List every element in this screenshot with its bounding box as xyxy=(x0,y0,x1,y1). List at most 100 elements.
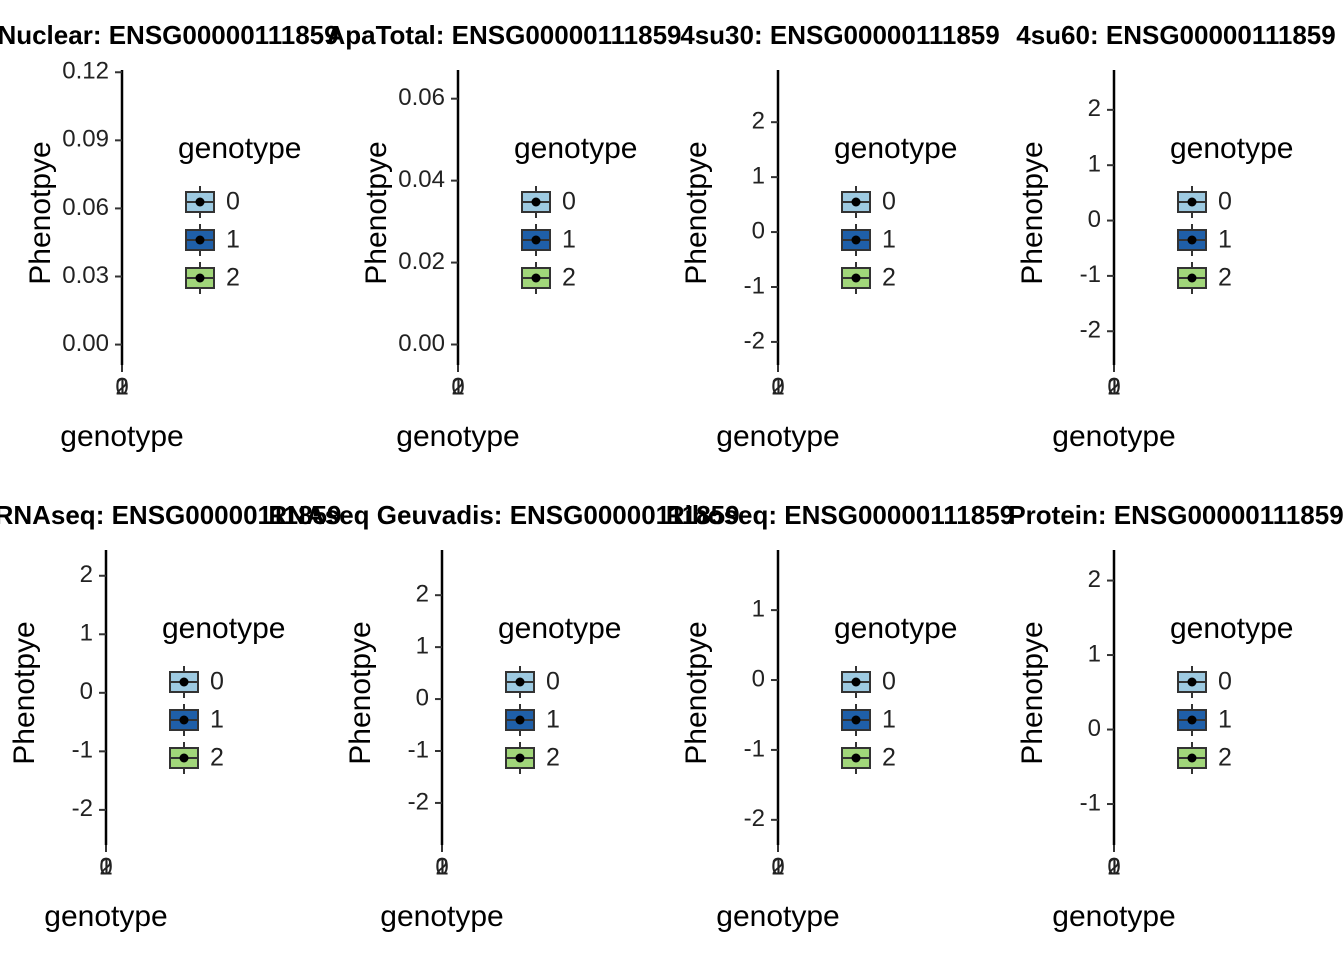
legend-label: 2 xyxy=(546,744,560,772)
x-tick-label: 2 xyxy=(115,373,128,400)
panel: RNAseq Geuvadis: ENSG00000111859-2-10120… xyxy=(268,500,739,933)
legend-dot xyxy=(195,273,205,283)
legend-title: genotype xyxy=(498,612,621,645)
y-tick-label: 1 xyxy=(80,620,93,647)
legend-dot xyxy=(531,235,541,245)
y-tick-label: 2 xyxy=(416,581,429,608)
x-tick-label: 1 xyxy=(1107,373,1120,400)
y-tick-label: 0.12 xyxy=(62,58,109,85)
x-axis-title: genotype xyxy=(1052,900,1175,933)
legend-dot xyxy=(515,677,525,687)
legend-label: 2 xyxy=(226,264,240,292)
x-tick-label: 2 xyxy=(99,853,112,880)
x-axis-title: genotype xyxy=(1052,420,1175,453)
x-tick-label: 1 xyxy=(771,853,784,880)
x-tick-label: 1 xyxy=(435,853,448,880)
y-tick-label: 1 xyxy=(1088,151,1101,178)
x-tick-label: 0 xyxy=(1107,373,1120,400)
legend-label: 1 xyxy=(1218,706,1232,734)
legend-dot xyxy=(531,197,541,207)
y-tick-label: -2 xyxy=(744,805,765,832)
panel-title: 4su30: ENSG00000111859 xyxy=(680,20,999,50)
x-axis-title: genotype xyxy=(380,900,503,933)
legend-label: 2 xyxy=(1218,744,1232,772)
legend-label: 1 xyxy=(546,706,560,734)
legend-title: genotype xyxy=(178,132,301,165)
legend-label: 2 xyxy=(882,744,896,772)
y-axis-title: Phenotpye xyxy=(680,621,713,764)
y-tick-label: 2 xyxy=(1088,566,1101,593)
legend-dot xyxy=(195,197,205,207)
legend-title: genotype xyxy=(514,132,637,165)
x-tick-label: 0 xyxy=(435,853,448,880)
y-tick-label: 2 xyxy=(80,561,93,588)
x-tick-label: 1 xyxy=(1107,853,1120,880)
x-axis-title: genotype xyxy=(396,420,519,453)
x-tick-label: 2 xyxy=(1107,373,1120,400)
y-tick-label: -2 xyxy=(1080,317,1101,344)
y-tick-label: 0 xyxy=(416,684,429,711)
legend-dot xyxy=(179,715,189,725)
legend-title: genotype xyxy=(1170,612,1293,645)
x-tick-label: 2 xyxy=(435,853,448,880)
panel-title: 4su60: ENSG00000111859 xyxy=(1016,20,1335,50)
y-tick-label: 0 xyxy=(80,678,93,705)
legend-label: 1 xyxy=(1218,226,1232,254)
panel: Riboseq: ENSG00000111859-2-101012genotyp… xyxy=(666,500,1014,933)
legend-title: genotype xyxy=(834,132,957,165)
y-tick-label: 0 xyxy=(1088,715,1101,742)
legend-dot xyxy=(1187,273,1197,283)
legend-dot xyxy=(851,677,861,687)
panel-title: RNAseq Geuvadis: ENSG00000111859 xyxy=(268,500,739,530)
legend-label: 0 xyxy=(1218,188,1232,216)
x-tick-label: 2 xyxy=(1107,853,1120,880)
y-tick-label: 0.00 xyxy=(62,330,109,357)
x-tick-label: 0 xyxy=(451,373,464,400)
legend-label: 0 xyxy=(1218,668,1232,696)
legend-dot xyxy=(1187,197,1197,207)
x-tick-label: 2 xyxy=(771,373,784,400)
y-tick-label: -1 xyxy=(72,737,93,764)
legend-label: 2 xyxy=(1218,264,1232,292)
legend-dot xyxy=(1187,753,1197,763)
x-tick-label: 1 xyxy=(771,373,784,400)
x-tick-label: 0 xyxy=(1107,853,1120,880)
y-tick-label: 2 xyxy=(752,108,765,135)
x-tick-label: 0 xyxy=(771,373,784,400)
legend-dot xyxy=(1187,715,1197,725)
x-tick-label: 2 xyxy=(451,373,464,400)
y-tick-label: 0.06 xyxy=(398,84,445,111)
panel: Protein: ENSG00000111859-1012012genotype… xyxy=(1008,500,1343,933)
legend-label: 1 xyxy=(210,706,224,734)
legend-dot xyxy=(195,235,205,245)
legend-title: genotype xyxy=(162,612,285,645)
panel: 4su60: ENSG00000111859-2-1012012genotype… xyxy=(1016,20,1336,453)
panel-title: Nuclear: ENSG00000111859 xyxy=(0,20,339,50)
y-tick-label: -2 xyxy=(744,327,765,354)
y-tick-label: 0.09 xyxy=(62,126,109,153)
legend-dot xyxy=(179,677,189,687)
panel-title: RNAseq: ENSG00000111859 xyxy=(0,500,341,530)
panel-title: Riboseq: ENSG00000111859 xyxy=(666,500,1014,530)
legend-label: 1 xyxy=(882,226,896,254)
y-tick-label: 0.06 xyxy=(62,194,109,221)
legend-dot xyxy=(851,273,861,283)
legend-label: 1 xyxy=(882,706,896,734)
y-tick-label: 2 xyxy=(1088,95,1101,122)
legend-label: 0 xyxy=(546,668,560,696)
panel: Nuclear: ENSG00000111859 0.00 0.03 0.06 0.09… xyxy=(0,20,339,453)
y-tick-label: 0 xyxy=(1088,206,1101,233)
legend-label: 0 xyxy=(882,668,896,696)
legend-label: 0 xyxy=(562,188,576,216)
y-tick-label: 0 xyxy=(752,217,765,244)
y-tick-label: -2 xyxy=(408,788,429,815)
y-tick-label: -2 xyxy=(72,795,93,822)
legend-title: genotype xyxy=(1170,132,1293,165)
panel-title: ApaTotal: ENSG00000111859 xyxy=(326,20,681,50)
legend-dot xyxy=(531,273,541,283)
x-axis-title: genotype xyxy=(60,420,183,453)
x-axis-title: genotype xyxy=(716,900,839,933)
x-tick-label: 1 xyxy=(451,373,464,400)
y-tick-label: -1 xyxy=(408,736,429,763)
